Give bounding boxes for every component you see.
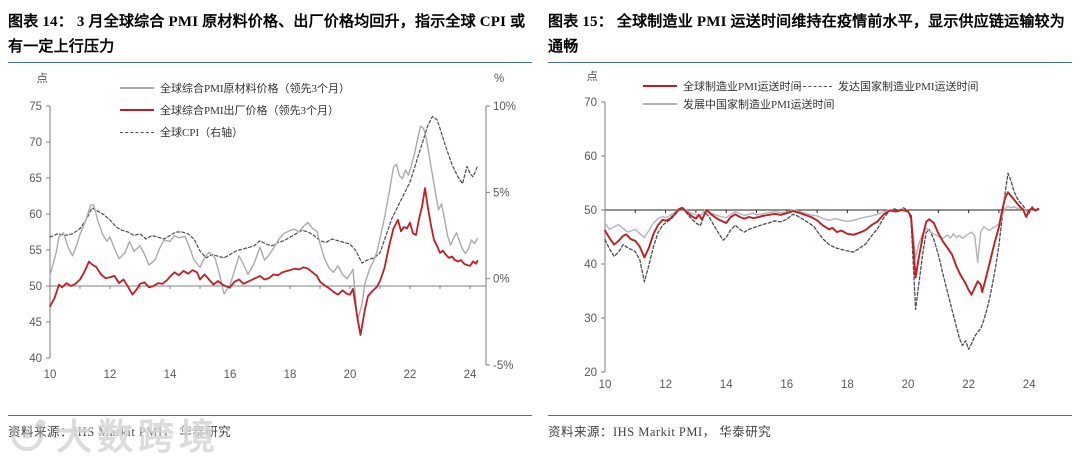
- legend-item-1: 全球综合PMI出厂价格（领先3个月）: [120, 102, 339, 118]
- y-tick-label: 60: [584, 151, 597, 163]
- y-tick-label: 40: [584, 259, 597, 271]
- x-tick-label: 18: [284, 369, 297, 381]
- y-tick-label: 65: [29, 173, 42, 185]
- legend-swatch-solid-line: [643, 103, 677, 105]
- y-tick-label: 50: [584, 205, 597, 217]
- x-tick-label: 24: [464, 369, 477, 381]
- y2-tick-label: 0%: [493, 274, 510, 286]
- x-tick-label: 18: [841, 379, 854, 391]
- series-line-0: [49, 125, 479, 322]
- y-axis-unit-label: 点: [587, 70, 599, 83]
- y2-tick-label: -5%: [493, 360, 513, 372]
- y-tick-label: 60: [29, 209, 42, 221]
- x-tick-label: 14: [164, 369, 177, 381]
- figure-15-title-divider: [548, 62, 1072, 63]
- x-tick-label: 20: [344, 369, 357, 381]
- y-tick-label: 55: [29, 245, 42, 257]
- legend-item-2: 全球CPI（右轴）: [120, 124, 243, 140]
- figure-14-source-divider: [8, 415, 532, 416]
- legend-label: 全球制造业PMI运送时间: [683, 81, 802, 93]
- x-tick-label: 14: [720, 379, 733, 391]
- legend-label: 全球CPI（右轴）: [160, 127, 244, 139]
- y-tick-label: 20: [584, 367, 597, 379]
- legend-swatch-dashed-line: [120, 131, 154, 133]
- x-tick-label: 16: [224, 369, 237, 381]
- x-tick-label: 12: [104, 369, 117, 381]
- legend-item-2: 发展中国家制造业PMI运送时间: [643, 96, 835, 112]
- legend-swatch-solid-line: [120, 109, 154, 111]
- x-tick-label: 12: [659, 379, 672, 391]
- y-tick-label: 40: [29, 353, 42, 365]
- figure-14-source: 资料来源：IHS Markit PMI， 华泰研究: [8, 425, 232, 439]
- x-tick-label: 22: [404, 369, 417, 381]
- figure-15: 图表 15： 全球制造业 PMI 运送时间维持在疫情前水平，显示供应链运输较为通…: [548, 10, 1072, 456]
- x-tick-label: 10: [44, 369, 57, 381]
- y-tick-label: 70: [29, 137, 42, 149]
- legend-label: 发达国家制造业PMI运送时间: [838, 81, 979, 93]
- y2-tick-label: 5%: [493, 187, 510, 199]
- x-tick-label: 24: [1023, 379, 1036, 391]
- legend-item-0: 全球综合PMI原材料价格（领先3个月）: [120, 80, 350, 96]
- y2-axis-unit-label: %: [494, 73, 504, 85]
- x-tick-label: 10: [599, 379, 612, 391]
- series-line-2: [49, 115, 479, 264]
- figure-15-source-divider: [548, 415, 1072, 416]
- y-tick-label: 45: [29, 317, 42, 329]
- figure-15-title: 图表 15： 全球制造业 PMI 运送时间维持在疫情前水平，显示供应链运输较为通…: [548, 14, 1065, 55]
- x-tick-label: 16: [780, 379, 793, 391]
- legend-swatch-solid-line: [643, 85, 677, 87]
- series-line-1: [49, 187, 479, 336]
- figure-14: 图表 14： 3 月全球综合 PMI 原材料价格、出厂价格均回升，指示全球 CP…: [8, 10, 532, 456]
- legend-label: 发展中国家制造业PMI运送时间: [683, 99, 835, 111]
- figure-15-chart: 70 60 50 40 30 20 10 12 14 16 18 20 22 24 点 全球制造业PMI运送…: [548, 66, 1080, 406]
- x-tick-label: 20: [902, 379, 915, 391]
- legend-item-1: 发达国家制造业PMI运送时间: [798, 78, 979, 94]
- series-line-1: [604, 172, 1039, 350]
- figure-14-chart: 75 70 65 60 55 50 45 40 10% 5% 0% -5%% 10 12 14 16 18 20 2…: [8, 66, 540, 406]
- legend-swatch-dashed-line: [798, 85, 832, 87]
- y-tick-label: 30: [584, 313, 597, 325]
- legend-item-0: 全球制造业PMI运送时间: [643, 78, 802, 94]
- legend-swatch-solid-line: [120, 87, 154, 89]
- y2-tick-label: 10%: [493, 101, 516, 113]
- y-tick-label: 75: [29, 101, 42, 113]
- y-axis-unit-label: 点: [37, 72, 49, 85]
- x-tick-label: 22: [962, 379, 975, 391]
- legend-label: 全球综合PMI出厂价格（领先3个月）: [160, 105, 340, 117]
- legend-label: 全球综合PMI原材料价格（领先3个月）: [160, 83, 351, 95]
- figure-15-source: 资料来源：IHS Markit PMI， 华泰研究: [548, 425, 772, 439]
- series-line-2: [604, 205, 1039, 264]
- figure-14-plot: 75 70 65 60 55 50 45 40 10% 5% 0% -5%% 10 12 14 16 18 20 2…: [29, 72, 516, 381]
- y-tick-label: 50: [29, 281, 42, 293]
- y-tick-label: 70: [584, 97, 597, 109]
- series-line-0: [604, 191, 1040, 296]
- figure-14-title: 图表 14： 3 月全球综合 PMI 原材料价格、出厂价格均回升，指示全球 CP…: [8, 14, 526, 55]
- figure-14-title-divider: [8, 62, 532, 63]
